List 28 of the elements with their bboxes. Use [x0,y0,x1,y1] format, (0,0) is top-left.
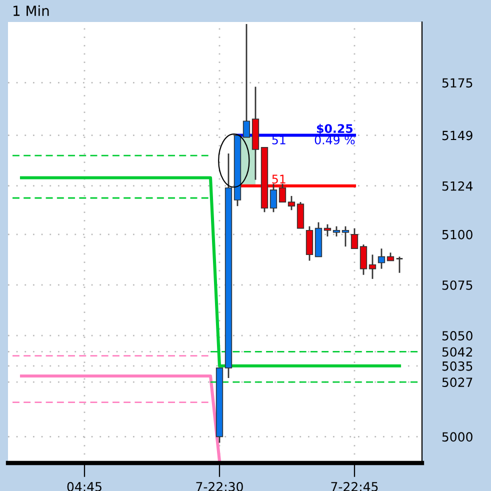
y-tick-label: 5000 [442,432,472,442]
y-tick-label: 5027 [442,378,472,388]
annotation: $0.25 [316,124,353,135]
candlestick [242,23,250,138]
y-tick-label: 5149 [442,130,472,140]
y-tick-label: 5042 [442,347,472,357]
y-tick-label: 5075 [442,280,472,290]
candlestick [360,244,368,276]
y-tick-label: 5124 [442,181,473,191]
candlestick [324,224,332,238]
y-tick-label: 5050 [442,331,472,340]
annotation: 51 [272,174,286,184]
y-tick-label: 5035 [442,361,472,371]
candlestick [332,226,340,238]
x-tick-label: 04:45 [67,482,102,491]
x-tick-label: 7-22:30 [196,482,243,491]
candlestick [396,256,404,274]
x-tick-label: 7-22:45 [331,482,378,491]
y-tick-label: 5175 [442,78,472,88]
chart-title: 1 Min [14,5,49,16]
candlestick [378,248,386,270]
candlestick [278,183,286,203]
candlestick [368,254,376,280]
candlestick [288,195,296,211]
y-tick-label: 5100 [442,230,472,240]
candlestick [270,183,278,213]
candlestick [342,226,350,248]
candlestick [350,228,358,250]
